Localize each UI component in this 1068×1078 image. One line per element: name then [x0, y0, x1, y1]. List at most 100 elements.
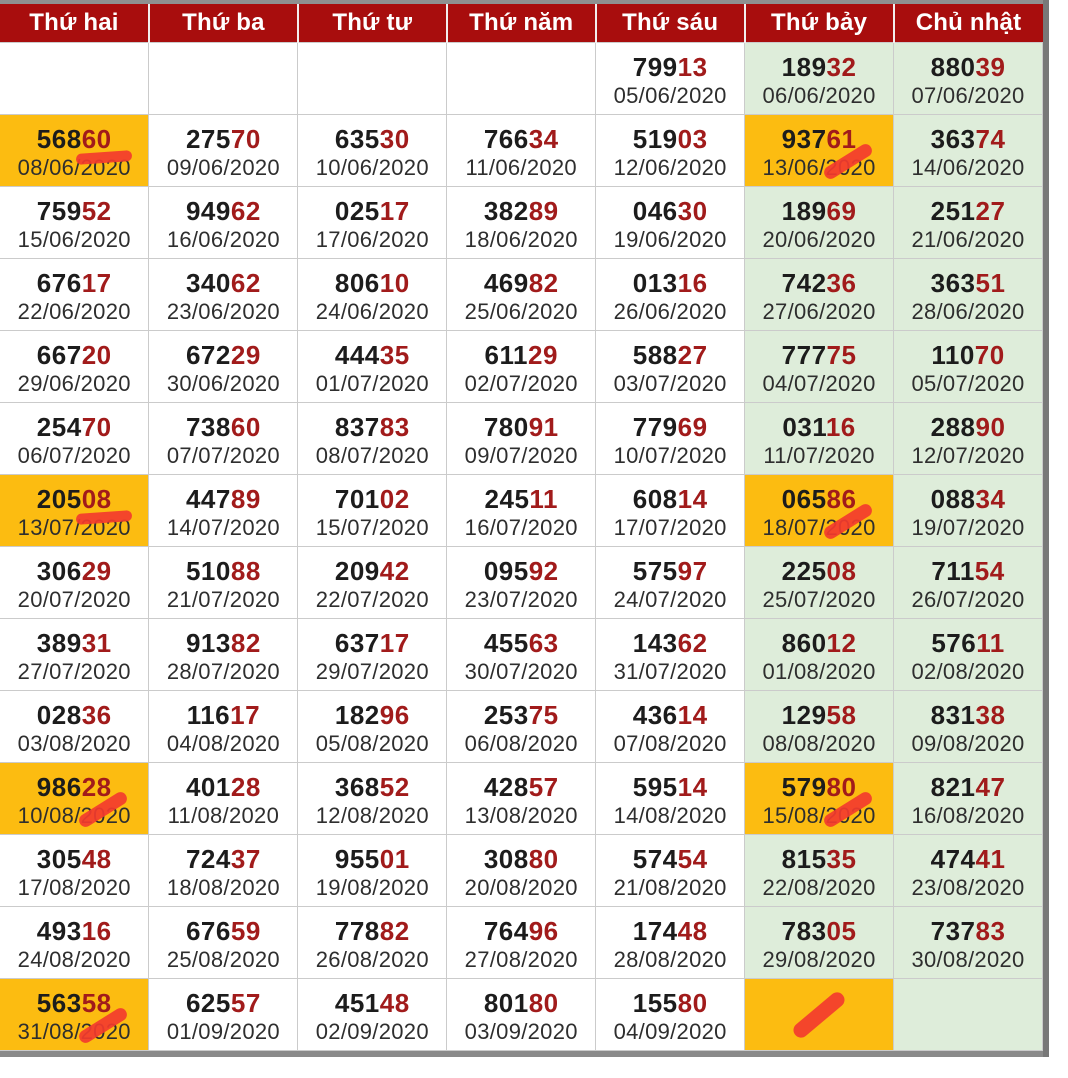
number-tail: 12	[826, 627, 857, 658]
number-tail: 16	[825, 411, 856, 442]
number-head: 676	[185, 915, 231, 946]
result-cell: 38931 27/07/2020	[0, 618, 150, 691]
result-number: 30548	[0, 844, 148, 874]
number-tail: 17	[230, 699, 261, 730]
result-date: 28/06/2020	[911, 298, 1025, 324]
number-head: 143	[632, 627, 678, 658]
day-header-3: Thứ năm	[446, 4, 597, 43]
result-number: 38931	[0, 628, 148, 658]
result-date: 19/08/2020	[315, 874, 429, 900]
number-tail: 41	[975, 843, 1006, 874]
number-head: 576	[931, 627, 977, 658]
number-head: 821	[930, 771, 976, 802]
number-tail: 08	[826, 555, 857, 586]
week-row: 98628 10/08/2020 40128 11/08/2020 36852 12/08…	[0, 762, 1043, 835]
result-date: 23/06/2020	[166, 298, 280, 324]
number-tail: 88	[230, 555, 261, 586]
result-number: 58827	[596, 340, 744, 370]
result-number: 18932	[745, 52, 893, 82]
number-head: 469	[483, 267, 529, 298]
result-date: 16/08/2020	[911, 802, 1025, 828]
result-date: 04/09/2020	[613, 1018, 727, 1044]
result-number: 40128	[149, 772, 297, 802]
result-number: 09592	[447, 556, 595, 586]
result-cell: 02517 17/06/2020	[297, 186, 448, 259]
number-head: 116	[186, 699, 231, 730]
results-board: Thứ hai Thứ ba Thứ tư Thứ năm Thứ sáu Thứ bảy…	[0, 0, 1049, 1057]
number-tail: 52	[81, 195, 112, 226]
result-cell: 59514 14/08/2020	[595, 762, 746, 835]
result-cell: 03116 11/07/2020	[744, 402, 895, 475]
result-number: 27570	[149, 124, 297, 154]
result-cell: 78091 09/07/2020	[446, 402, 597, 475]
result-date: 07/06/2020	[911, 82, 1025, 108]
number-tail: 17	[379, 627, 410, 658]
result-cell: 14362 31/07/2020	[595, 618, 746, 691]
result-number: 78091	[447, 412, 595, 442]
result-date: 05/07/2020	[911, 370, 1025, 396]
result-number: 18296	[298, 700, 446, 730]
number-head: 031	[782, 411, 826, 442]
number-head: 340	[185, 267, 231, 298]
number-head: 110	[931, 339, 975, 370]
result-number: 08834	[894, 484, 1042, 514]
result-cell: 45563 30/07/2020	[446, 618, 597, 691]
number-head: 363	[930, 123, 976, 154]
result-date: 18/08/2020	[166, 874, 280, 900]
result-date: 10/08/2020	[17, 802, 131, 828]
result-date: 21/06/2020	[911, 226, 1025, 252]
result-cell: 58827 03/07/2020	[595, 330, 746, 403]
result-date: 17/08/2020	[17, 874, 131, 900]
result-cell: 67659 25/08/2020	[148, 906, 299, 979]
result-number: 61129	[447, 340, 595, 370]
bottom-border	[0, 1051, 1049, 1057]
result-date: 08/06/2020	[17, 154, 131, 180]
result-cell	[446, 42, 597, 115]
number-tail: 28	[230, 771, 261, 802]
number-head: 625	[185, 987, 231, 1018]
result-date: 30/08/2020	[911, 946, 1025, 972]
result-number: 83138	[894, 700, 1042, 730]
result-number: 25127	[894, 196, 1042, 226]
result-number: 46982	[447, 268, 595, 298]
result-number: 71154	[894, 556, 1042, 586]
right-scroll-edge[interactable]	[1043, 0, 1049, 1057]
number-tail: 58	[826, 699, 857, 730]
number-head: 065	[781, 483, 827, 514]
number-tail: 17	[81, 267, 112, 298]
result-cell: 15580 04/09/2020	[595, 978, 746, 1051]
result-number: 78305	[745, 916, 893, 946]
result-number: 25470	[0, 412, 148, 442]
number-tail: 89	[528, 195, 559, 226]
result-date: 09/06/2020	[166, 154, 280, 180]
result-number: 67229	[149, 340, 297, 370]
number-tail: 35	[826, 843, 857, 874]
number-tail: 29	[527, 339, 558, 370]
result-date: 02/08/2020	[911, 658, 1025, 684]
result-date: 09/07/2020	[464, 442, 578, 468]
result-number: 66720	[0, 340, 148, 370]
number-tail: 03	[677, 123, 708, 154]
result-cell: 83138 09/08/2020	[893, 690, 1043, 763]
result-cell: 04630 19/06/2020	[595, 186, 746, 259]
result-cell: 66720 29/06/2020	[0, 330, 150, 403]
number-head: 046	[632, 195, 678, 226]
number-head: 275	[185, 123, 231, 154]
week-row: 49316 24/08/2020 67659 25/08/2020 77882 26/08…	[0, 906, 1043, 979]
number-tail: 14	[677, 483, 708, 514]
number-tail: 35	[379, 339, 410, 370]
number-tail: 62	[230, 267, 261, 298]
number-head: 777	[781, 339, 827, 370]
result-number: 63717	[298, 628, 446, 658]
result-number: 11617	[149, 700, 297, 730]
result-date: 13/08/2020	[464, 802, 578, 828]
number-head: 510	[185, 555, 231, 586]
result-cell	[893, 978, 1043, 1051]
result-cell: 67617 22/06/2020	[0, 258, 150, 331]
number-tail: 86	[826, 483, 857, 514]
number-head: 913	[185, 627, 231, 658]
result-number: 15580	[596, 988, 744, 1018]
result-number: 72437	[149, 844, 297, 874]
result-date: 28/08/2020	[613, 946, 727, 972]
number-tail: 39	[975, 51, 1006, 82]
